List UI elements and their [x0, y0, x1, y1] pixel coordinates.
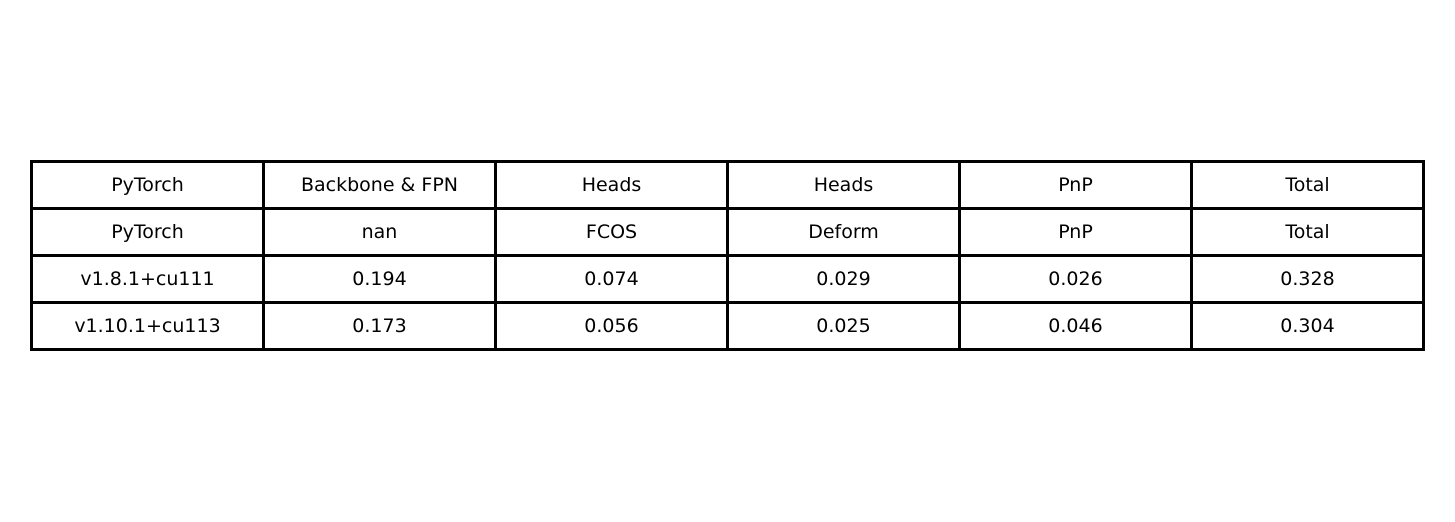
table-cell: v1.10.1+cu113 [30, 301, 265, 351]
data-table-container: PyTorch Backbone & FPN Heads Heads PnP Total P… [30, 160, 1425, 351]
table-header-cell: Deform [726, 207, 961, 257]
table-cell: 0.194 [262, 254, 497, 304]
table-cell: 0.046 [958, 301, 1193, 351]
table-header-row: PyTorch nan FCOS Deform PnP Total [30, 207, 1425, 257]
table-cell: 0.029 [726, 254, 961, 304]
table-cell: 0.026 [958, 254, 1193, 304]
table-header-cell: Total [1190, 160, 1425, 210]
table-row: v1.10.1+cu113 0.173 0.056 0.025 0.046 0.304 [30, 301, 1425, 351]
table-cell: 0.056 [494, 301, 729, 351]
table-header-cell: Heads [726, 160, 961, 210]
table-header-cell: PnP [958, 207, 1193, 257]
data-table: PyTorch Backbone & FPN Heads Heads PnP Total P… [30, 160, 1425, 351]
table-header-cell: nan [262, 207, 497, 257]
table-header-cell: Total [1190, 207, 1425, 257]
table-cell: v1.8.1+cu111 [30, 254, 265, 304]
table-header-row: PyTorch Backbone & FPN Heads Heads PnP Total [30, 160, 1425, 210]
table-cell: 0.328 [1190, 254, 1425, 304]
table-cell: 0.025 [726, 301, 961, 351]
table-header-cell: Heads [494, 160, 729, 210]
table-body: PyTorch Backbone & FPN Heads Heads PnP Total P… [30, 160, 1425, 351]
table-header-cell: PyTorch [30, 160, 265, 210]
table-cell: 0.074 [494, 254, 729, 304]
table-header-cell: FCOS [494, 207, 729, 257]
table-header-cell: Backbone & FPN [262, 160, 497, 210]
table-cell: 0.173 [262, 301, 497, 351]
table-header-cell: PnP [958, 160, 1193, 210]
table-header-cell: PyTorch [30, 207, 265, 257]
table-cell: 0.304 [1190, 301, 1425, 351]
table-row: v1.8.1+cu111 0.194 0.074 0.029 0.026 0.328 [30, 254, 1425, 304]
